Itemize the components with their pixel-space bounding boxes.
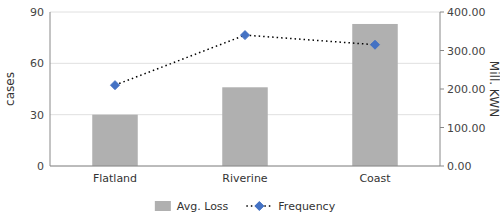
y2-tick-label: 200.00 bbox=[447, 83, 486, 96]
marker bbox=[371, 40, 380, 49]
y-tick-label: 90 bbox=[30, 6, 44, 19]
y2-axis bbox=[440, 12, 441, 166]
grid-line bbox=[50, 166, 440, 167]
x-tick-label: Coast bbox=[359, 172, 391, 185]
x-tick-label: Flatland bbox=[93, 172, 137, 185]
marker bbox=[111, 81, 120, 90]
y2-tick bbox=[440, 127, 444, 128]
bar bbox=[92, 115, 138, 166]
plot-area bbox=[92, 24, 398, 166]
legend-key bbox=[155, 201, 171, 211]
y-tick-label: 0 bbox=[37, 160, 44, 173]
y-axis-label: cases bbox=[3, 72, 17, 106]
legend: Avg. Loss Frequency bbox=[155, 200, 336, 213]
y-tick-label: 60 bbox=[30, 57, 44, 70]
y-axis bbox=[50, 12, 51, 166]
bar bbox=[222, 87, 268, 166]
chart: 0 30 60 90 0.00 100.00 200.00 300.00 400.00 Flatl… bbox=[0, 0, 500, 220]
legend-label: Frequency bbox=[278, 200, 335, 213]
line bbox=[115, 35, 375, 85]
bar bbox=[352, 24, 398, 166]
y2-axis-label: Mill. KWN bbox=[487, 61, 500, 117]
y2-tick-label: 0.00 bbox=[447, 160, 472, 173]
x-axis bbox=[50, 166, 440, 167]
y2-tick-label: 100.00 bbox=[447, 122, 486, 135]
legend-label: Avg. Loss bbox=[177, 200, 229, 213]
y2-tick bbox=[440, 166, 444, 167]
y2-tick-label: 400.00 bbox=[447, 6, 486, 19]
y2-tick bbox=[440, 12, 444, 13]
y2-tick bbox=[440, 50, 444, 51]
y-tick-label: 30 bbox=[30, 109, 44, 122]
x-tick-label: Riverine bbox=[222, 172, 268, 185]
marker bbox=[241, 31, 250, 40]
y2-tick bbox=[440, 89, 444, 90]
legend-key-marker bbox=[255, 202, 264, 211]
grid-line bbox=[50, 12, 440, 13]
legend-item: Frequency bbox=[246, 200, 335, 213]
legend-item: Avg. Loss bbox=[155, 200, 229, 213]
y2-tick-label: 300.00 bbox=[447, 45, 486, 58]
